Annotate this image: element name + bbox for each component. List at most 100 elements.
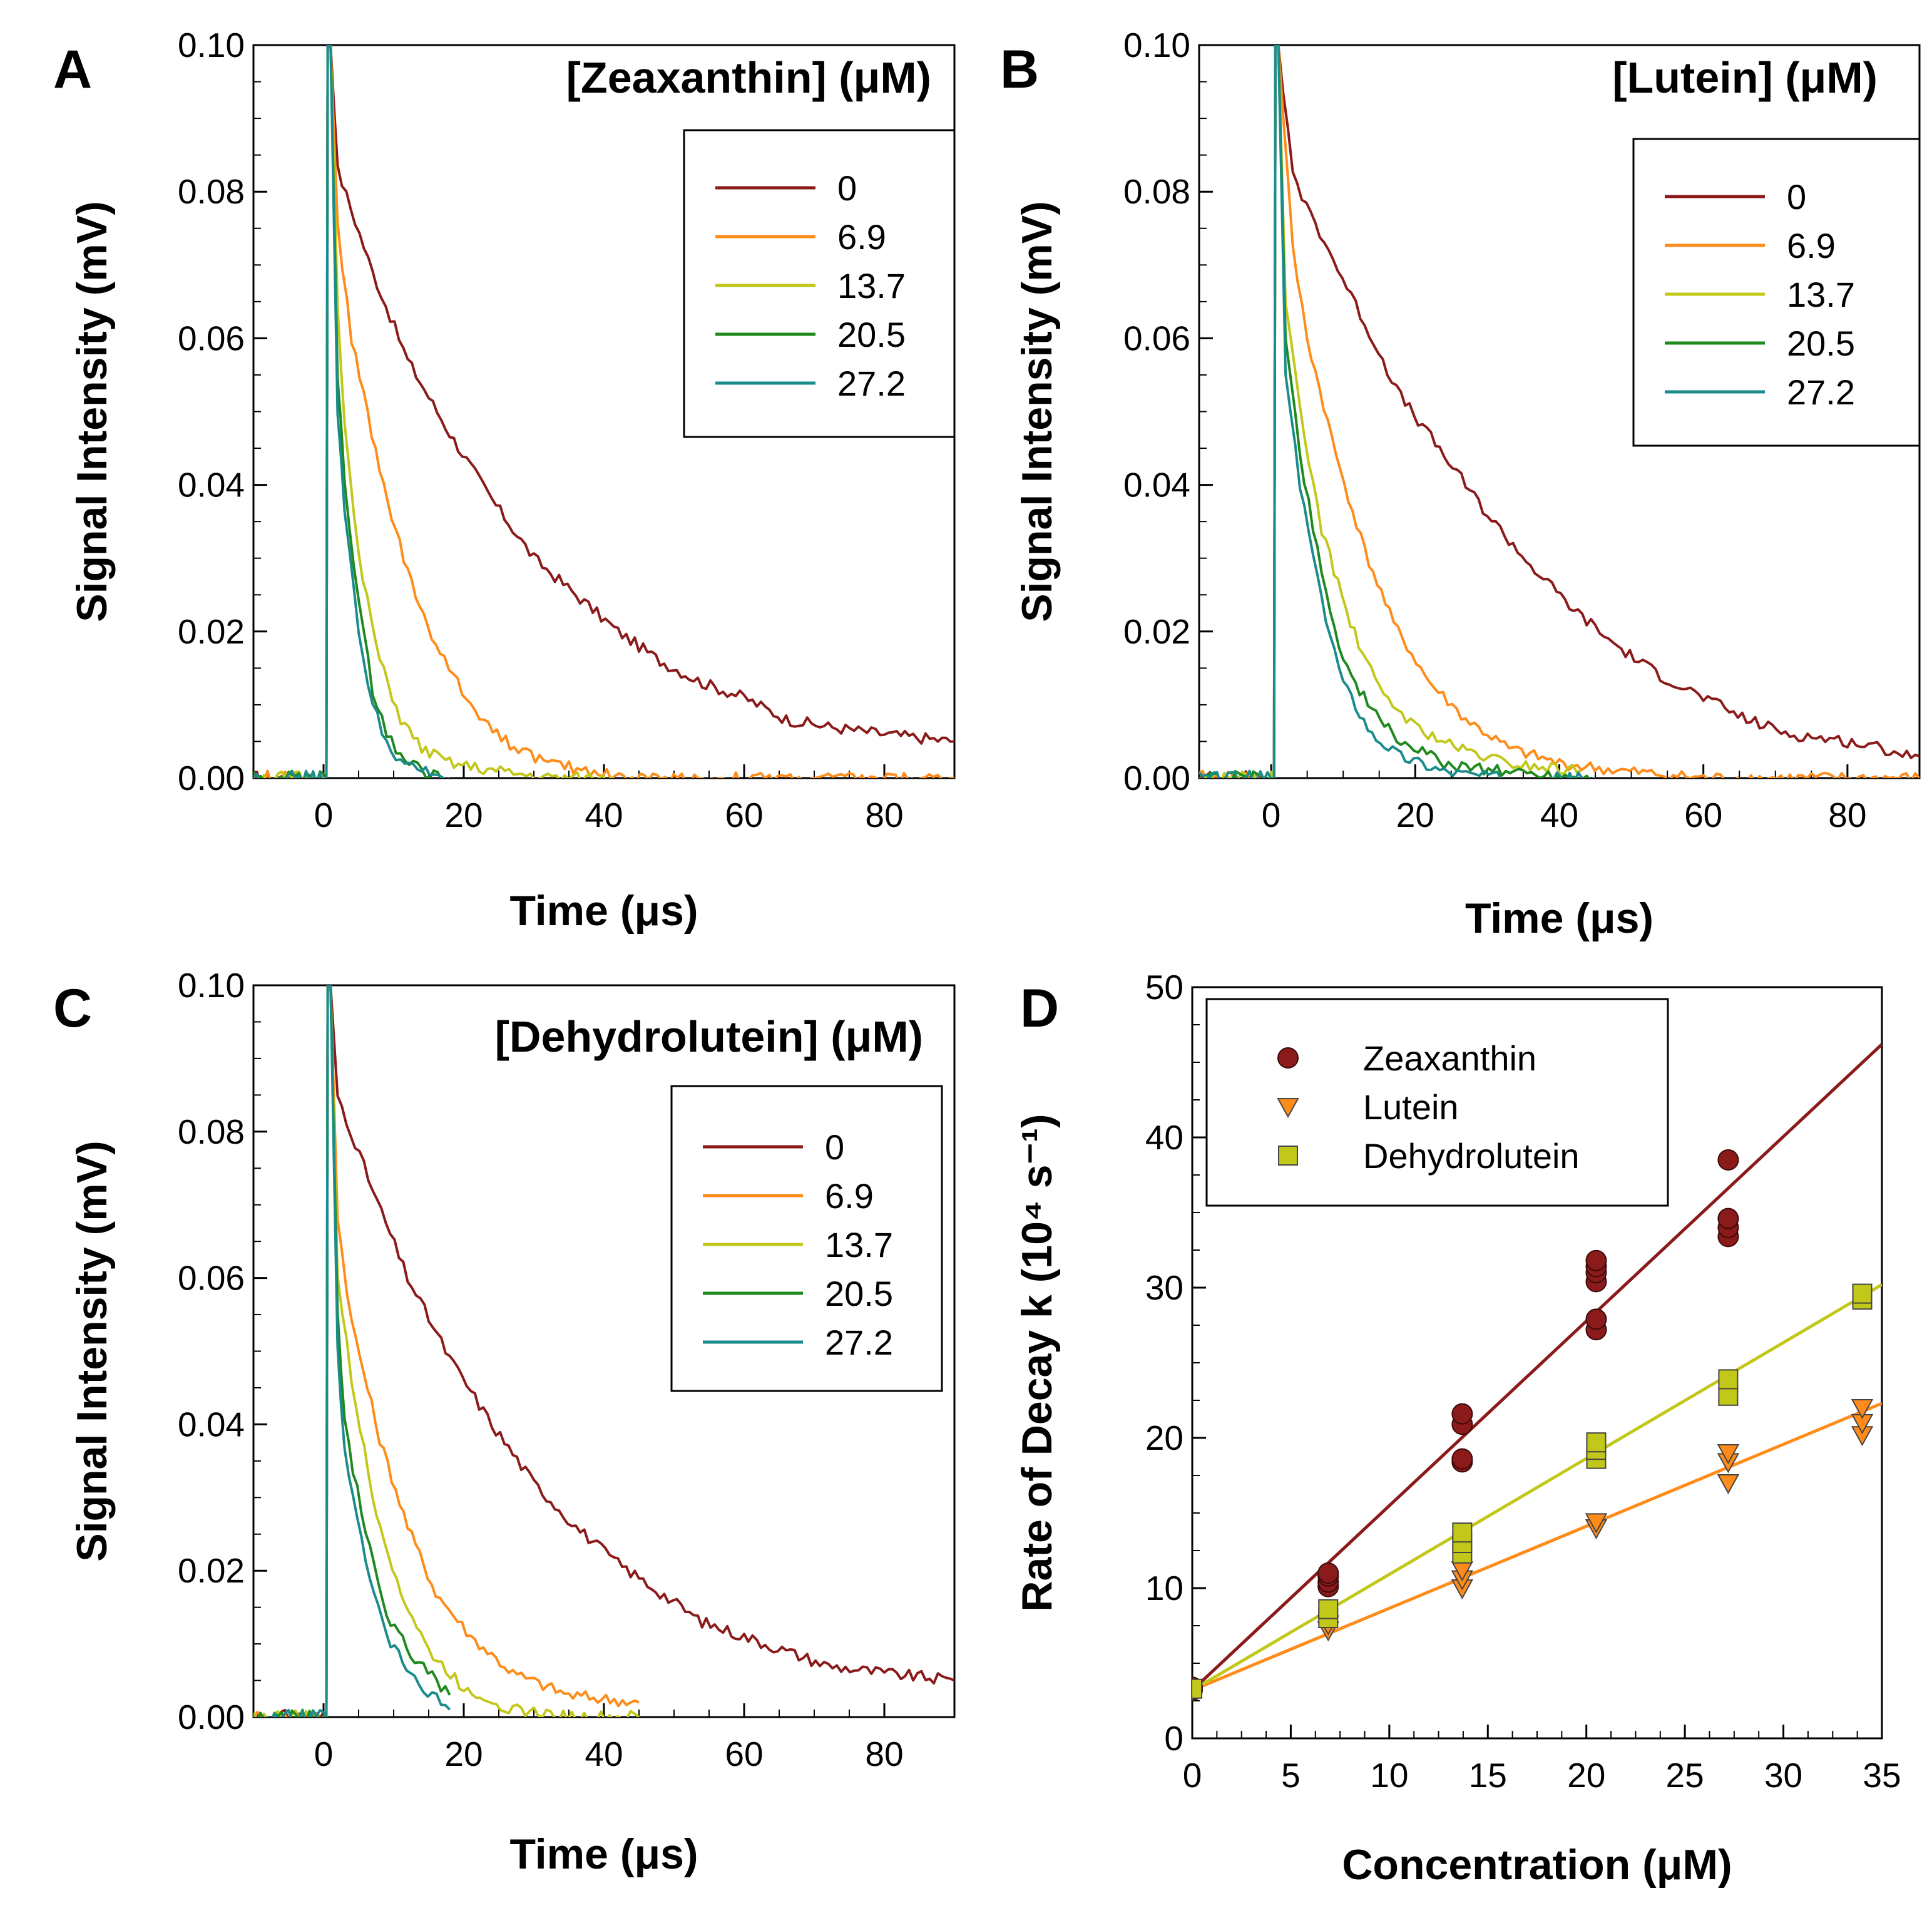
x-tick-label: 40	[585, 1735, 623, 1773]
data-point-dehydrolutein	[1452, 1522, 1473, 1543]
data-point-zeaxanthin	[1451, 1448, 1473, 1470]
x-tick-label: 80	[865, 1735, 903, 1773]
x-tick-label: 10	[1370, 1756, 1408, 1795]
y-tick-label: 0.06	[1123, 319, 1190, 357]
y-tick-label: 0.04	[178, 1405, 245, 1444]
panel-c: 0.00 0.02 0.04 0.06 0.08 0.10 0 20 40 60 80 Signal …	[53, 966, 956, 1878]
fit-line-lutein	[1192, 1402, 1882, 1692]
panel-d: 0 10 20 30 40 50 0 5 10 15 20 25 30 35 Rate of Decay k…	[1013, 968, 1901, 1889]
y-tick-label: 50	[1145, 968, 1183, 1007]
y-tick-label: 0.08	[178, 1112, 245, 1151]
data-point-zeaxanthin	[1585, 1308, 1607, 1330]
y-tick-label: 0.08	[178, 172, 245, 211]
series-line-27.2	[253, 45, 450, 778]
series-line-27.2	[255, 985, 451, 1717]
panel-a: 0.00 0.02 0.04 0.06 0.08 0.10 0 20 40 60 80 Signal …	[53, 26, 956, 935]
y-tick-label: 0.10	[178, 26, 245, 64]
x-tick-label: 0	[314, 796, 334, 834]
data-point-lutein	[1717, 1474, 1740, 1495]
series-line-13.7	[253, 985, 640, 1717]
legend-box	[683, 129, 956, 438]
legend-marker-zeaxanthin	[1277, 1047, 1299, 1069]
y-tick-label: 0.04	[178, 466, 245, 505]
data-point-lutein	[1851, 1399, 1874, 1420]
legend-label: 6.9	[1787, 226, 1836, 265]
data-point-lutein	[1585, 1513, 1608, 1534]
legend-label: 6.9	[825, 1176, 874, 1216]
x-tick-label: 60	[725, 796, 763, 834]
x-tick-label: 20	[444, 1735, 483, 1773]
legend-label: 20.5	[1787, 324, 1855, 363]
legend-label: 13.7	[837, 266, 906, 305]
y-tick-label: 0.06	[178, 1259, 245, 1298]
panel-letter: B	[1000, 39, 1039, 100]
series-line-0	[253, 985, 954, 1717]
plot-area	[253, 45, 954, 778]
y-tick-label: 0.10	[1123, 26, 1190, 64]
y-tick-label: 0	[1164, 1719, 1183, 1758]
x-tick-label: 35	[1863, 1756, 1901, 1795]
legend-label: 0	[825, 1127, 844, 1167]
panel-letter: D	[1020, 978, 1059, 1039]
x-axis-label: Time (μs)	[1465, 895, 1653, 942]
chart-title: [Dehydrolutein] (μM)	[495, 1012, 923, 1061]
y-axis-label: Signal Intensity (mV)	[68, 201, 116, 622]
y-tick-label: 0.00	[1123, 759, 1190, 798]
legend-marker-dehydrolutein	[1278, 1146, 1298, 1166]
y-tick-label: 0.00	[178, 759, 245, 798]
data-point-zeaxanthin	[1585, 1249, 1607, 1271]
y-tick-label: 20	[1145, 1418, 1183, 1457]
y-tick-label: 0.02	[1123, 612, 1190, 651]
x-tick-label: 40	[1540, 796, 1578, 834]
data-point-zeaxanthin	[1717, 1149, 1739, 1171]
x-axis-label: Concentration (μM)	[1342, 1841, 1732, 1889]
x-tick-label: 15	[1469, 1756, 1507, 1795]
series-line-20.5	[253, 985, 451, 1717]
legend: 0 6.9 13.7 20.5 27.2	[683, 129, 956, 438]
data-point-dehydrolutein	[1718, 1369, 1739, 1390]
panel-letter: A	[53, 39, 92, 100]
legend-label: 27.2	[1787, 372, 1855, 412]
data-point-dehydrolutein	[1318, 1599, 1339, 1619]
series-line-6.9	[253, 985, 640, 1717]
data-point-dehydrolutein	[1852, 1283, 1873, 1304]
legend-label: Zeaxanthin	[1363, 1039, 1536, 1078]
panel-b: 0.00 0.02 0.04 0.06 0.08 0.10 0 20 40 60 80 Signal …	[1000, 26, 1921, 942]
chart-title: [Lutein] (μM)	[1612, 53, 1878, 102]
series-line-6.9	[253, 45, 954, 778]
chart-title: [Zeaxanthin] (μM)	[566, 53, 931, 102]
y-tick-label: 30	[1145, 1268, 1183, 1307]
y-tick-label: 10	[1145, 1569, 1183, 1608]
series-line-6.9	[1199, 45, 1919, 778]
y-tick-label: 40	[1145, 1118, 1183, 1157]
legend-label: 13.7	[825, 1225, 893, 1264]
data-point-zeaxanthin	[1451, 1403, 1473, 1425]
data-point-dehydrolutein	[1192, 1678, 1202, 1699]
x-tick-label: 80	[1828, 796, 1866, 834]
legend: 0 6.9 13.7 20.5 27.2	[670, 1085, 943, 1392]
y-tick-label: 0.10	[178, 966, 245, 1005]
y-tick-label: 0.08	[1123, 172, 1190, 211]
y-tick-label: 0.06	[178, 319, 245, 357]
legend-label: 6.9	[837, 217, 886, 257]
x-tick-label: 0	[1183, 1756, 1202, 1795]
plot-area	[1192, 1043, 1882, 1702]
series-line-20.5	[253, 45, 450, 778]
data-point-zeaxanthin	[1717, 1208, 1739, 1229]
legend: Zeaxanthin Lutein Dehydrolutein	[1205, 998, 1669, 1207]
y-tick-label: 0.00	[178, 1698, 245, 1736]
series-line-13.7	[1199, 45, 1582, 778]
x-tick-label: 60	[725, 1735, 763, 1773]
x-tick-label: 20	[1567, 1756, 1605, 1795]
legend-label: 20.5	[837, 315, 906, 354]
x-tick-label: 40	[585, 796, 623, 834]
legend-box	[670, 1085, 943, 1392]
series-line-20.5	[1206, 45, 1596, 778]
x-tick-label: 20	[444, 796, 483, 834]
legend-label: Dehydrolutein	[1363, 1136, 1580, 1176]
series-line-13.7	[261, 45, 632, 778]
y-tick-label: 0.02	[178, 1551, 245, 1590]
legend-label: 27.2	[837, 364, 906, 403]
fit-line-dehydrolutein	[1192, 1283, 1882, 1692]
